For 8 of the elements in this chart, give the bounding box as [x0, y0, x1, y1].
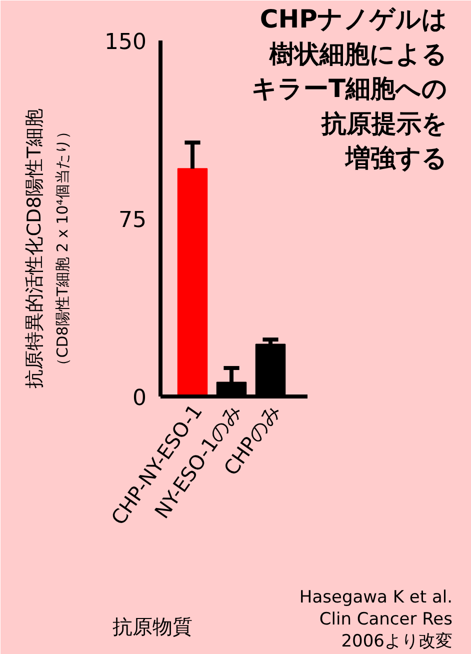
y-tick-label: 0: [132, 386, 147, 411]
y-tick-label: 150: [104, 30, 147, 55]
x-axis-title: 抗原物質: [112, 614, 192, 638]
text: Hasegawa K et al. Clin Cancer Res 2006より改変: [299, 588, 453, 652]
y-tick-label: 75: [118, 208, 147, 233]
y-axis-title: 抗原特異的活性化CD8陽性T細胞: [24, 108, 46, 388]
text: （CD8陽性T細胞 2 x 10⁴個当たり）: [54, 124, 72, 373]
text: CHPナノゲルは樹状細胞によるキラーT細胞への抗原提示を増強する: [251, 4, 448, 173]
